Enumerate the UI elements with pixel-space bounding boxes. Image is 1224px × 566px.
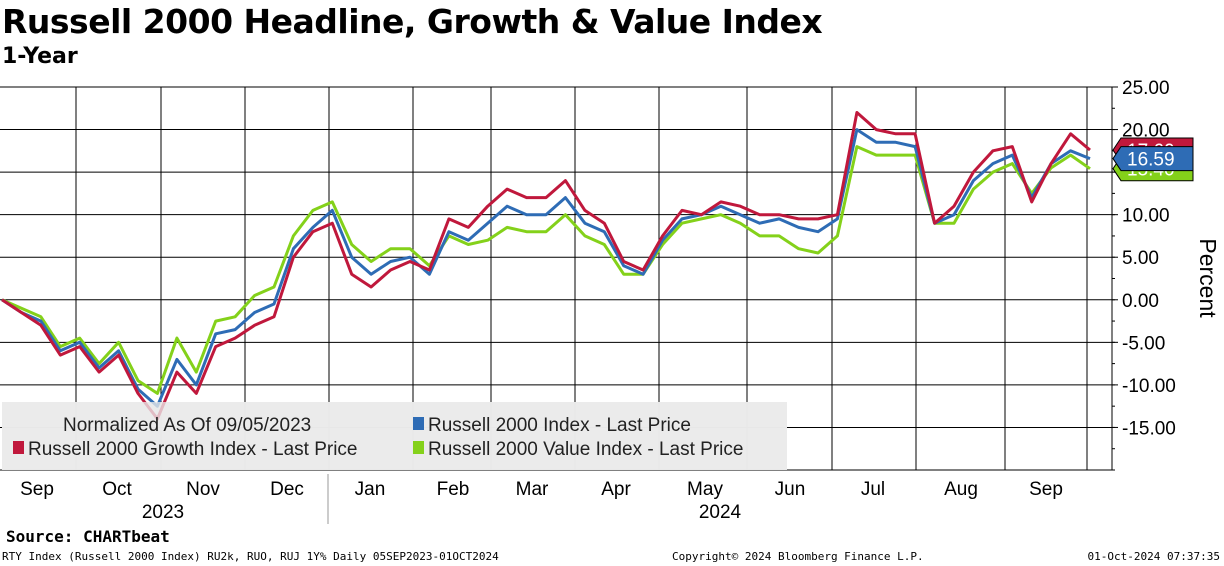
x-month-label: Dec (270, 479, 304, 500)
last-price-tag (1112, 146, 1194, 172)
series-description: RTY Index (Russell 2000 Index) RU2k, RUO… (2, 550, 499, 563)
legend-swatch (413, 417, 424, 430)
x-month-label: Jul (861, 479, 885, 500)
legend-swatch (13, 441, 24, 454)
x-month-label: Sep (1029, 479, 1063, 500)
last-price-value: 16.59 (1127, 150, 1175, 171)
y-tick-label: 20.00 (1122, 121, 1170, 142)
x-month-label: Apr (601, 479, 631, 500)
y-tick-label: 10.00 (1122, 206, 1170, 227)
y-tick-label: -5.00 (1122, 333, 1165, 354)
x-month-label: Jan (355, 479, 386, 500)
copyright-notice: Copyright© 2024 Bloomberg Finance L.P. (672, 550, 924, 563)
legend-swatch (413, 441, 424, 454)
y-tick-label: 5.00 (1122, 248, 1159, 269)
legend-label: Russell 2000 Index - Last Price (428, 415, 691, 436)
source-label: Source: CHARTbeat (6, 527, 170, 546)
timestamp: 01-Oct-2024 07:37:35 (1087, 550, 1220, 563)
x-month-label: Mar (516, 479, 549, 500)
y-tick-label: -10.00 (1122, 376, 1176, 397)
legend-note: Normalized As Of 09/05/2023 (63, 415, 311, 436)
y-tick-label: 0.00 (1122, 291, 1159, 312)
x-month-label: Jun (775, 479, 806, 500)
x-month-label: Nov (186, 479, 220, 500)
series-line (1, 145, 1091, 395)
x-year-label: 2024 (699, 502, 742, 523)
x-month-label: Oct (102, 479, 132, 500)
y-tick-label: -15.00 (1122, 418, 1176, 439)
x-month-label: Sep (20, 479, 54, 500)
series-line (1, 128, 1091, 408)
series-line (1, 111, 1091, 421)
y-tick-label: 25.00 (1122, 78, 1170, 99)
chart-title: Russell 2000 Headline, Growth & Value In… (2, 2, 823, 41)
y-axis-label: Percent (1195, 238, 1221, 318)
legend-label: Russell 2000 Value Index - Last Price (428, 439, 743, 460)
x-year-label: 2023 (142, 502, 184, 523)
legend-label: Russell 2000 Growth Index - Last Price (28, 439, 358, 460)
x-month-label: May (687, 479, 723, 500)
x-month-label: Feb (437, 479, 470, 500)
chart-subtitle: 1-Year (2, 44, 78, 69)
legend-overlay (2, 402, 787, 470)
x-month-label: Aug (944, 479, 978, 500)
